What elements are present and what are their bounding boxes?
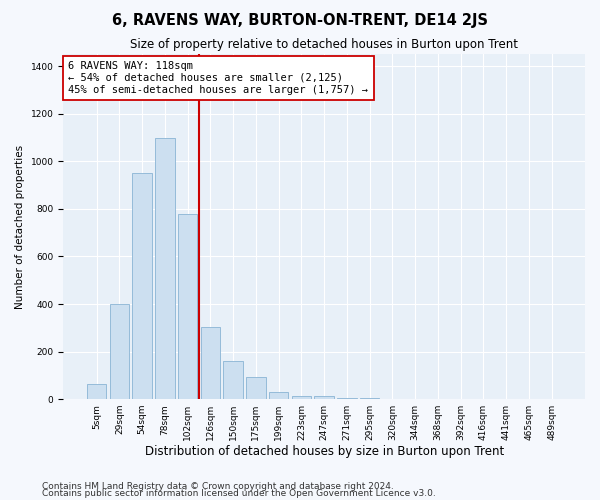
Bar bbox=[178, 214, 197, 399]
Bar bbox=[110, 304, 129, 399]
Text: 6, RAVENS WAY, BURTON-ON-TRENT, DE14 2JS: 6, RAVENS WAY, BURTON-ON-TRENT, DE14 2JS bbox=[112, 12, 488, 28]
Bar bbox=[314, 396, 334, 399]
Bar bbox=[269, 392, 289, 399]
X-axis label: Distribution of detached houses by size in Burton upon Trent: Distribution of detached houses by size … bbox=[145, 444, 504, 458]
Bar bbox=[223, 361, 243, 399]
Y-axis label: Number of detached properties: Number of detached properties bbox=[15, 144, 25, 309]
Bar bbox=[87, 384, 106, 399]
Text: 6 RAVENS WAY: 118sqm
← 54% of detached houses are smaller (2,125)
45% of semi-de: 6 RAVENS WAY: 118sqm ← 54% of detached h… bbox=[68, 62, 368, 94]
Bar bbox=[246, 376, 266, 399]
Bar bbox=[360, 398, 379, 399]
Bar bbox=[201, 326, 220, 399]
Bar bbox=[133, 174, 152, 399]
Title: Size of property relative to detached houses in Burton upon Trent: Size of property relative to detached ho… bbox=[130, 38, 518, 51]
Text: Contains public sector information licensed under the Open Government Licence v3: Contains public sector information licen… bbox=[42, 489, 436, 498]
Text: Contains HM Land Registry data © Crown copyright and database right 2024.: Contains HM Land Registry data © Crown c… bbox=[42, 482, 394, 491]
Bar bbox=[292, 396, 311, 399]
Bar bbox=[155, 138, 175, 399]
Bar bbox=[337, 398, 356, 399]
